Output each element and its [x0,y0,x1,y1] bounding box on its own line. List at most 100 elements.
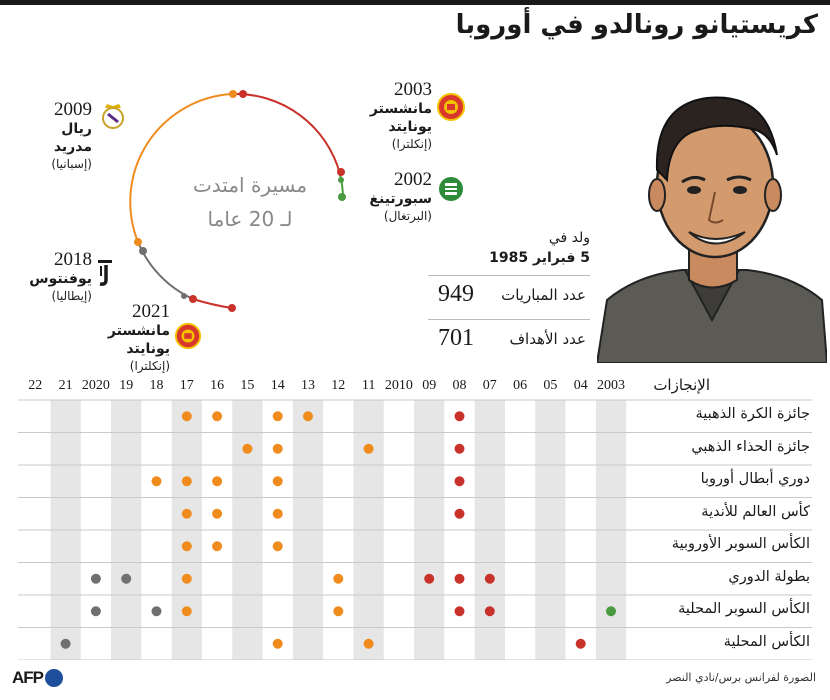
club-label-2009: 2009 ريال مدريد (إسبانيا) [51,100,92,172]
achievement-dot [272,638,283,649]
afp-logo: AFP [12,668,63,688]
arc-dot-2003 [337,168,345,176]
birth-info: ولد في 5 فبراير 1985 [489,228,590,268]
year-header: 16 [210,378,225,393]
achievement-dot [484,573,495,584]
achievement-dot [272,508,283,519]
afp-dot-icon [45,669,63,687]
club-year: 2003 [394,79,432,100]
achievement-dot [90,606,101,617]
club-country: (البرتغال) [383,209,432,223]
arc-manutd-segment [231,92,341,175]
arc-dot-2009 [229,90,237,98]
year-header: 05 [543,378,558,393]
juventus-crest-icon [95,258,115,288]
club-year: 2018 [54,249,92,270]
achievement-dot [575,638,586,649]
year-header: 2003 [597,378,625,393]
achievement-dot [454,606,465,617]
man-utd-crest-icon [174,322,202,350]
arc-caption: مسيرة امتدت لـ 20 عاما [150,168,350,236]
real-madrid-crest-icon [99,100,127,130]
year-header: 2020 [81,378,110,393]
year-header: 07 [482,378,497,393]
born-label: ولد في [548,230,590,246]
achievement-dot [454,573,465,584]
year-header: 18 [149,378,164,393]
achievement-dot [363,638,374,649]
arc-dot-real-end [134,238,142,246]
stat-value: 949 [438,281,474,307]
club-name: سبورتينغ [369,191,432,207]
achievement-dot [272,411,283,422]
club-country: (إيطاليا) [51,289,92,303]
club-name: مانشستر يونايتد [369,101,432,135]
achievement-dot [272,476,283,487]
afp-logo-text: AFP [12,668,44,687]
stat-matches: عدد المباريات 949 [428,275,590,316]
achievement-dot [454,411,465,422]
club-label-2021: 2021 مانشستر يونايتد (إنكلترا) [100,302,170,374]
achievement-row-label: الكأس السوبر الأوروبية [671,536,810,552]
achievement-dot [151,606,162,617]
achievement-dot [242,443,253,454]
year-header: 13 [301,378,315,393]
arc-dot-juve-end [181,293,187,299]
club-year: 2021 [132,301,170,322]
achievement-dot [454,476,465,487]
achievement-dot [212,476,223,487]
club-name: يوفنتوس [29,271,92,287]
club-label-2002: 2002 سبورتينغ (البرتغال) [369,170,432,224]
arc-dot-sporting-end [338,177,344,183]
achievement-dot [181,606,192,617]
achievement-dot [60,638,71,649]
achievement-row-label: جائزة الحذاء الذهبي [691,438,810,455]
achievement-dot [272,541,283,552]
year-header: 06 [513,378,528,393]
achievement-dot [454,508,465,519]
year-header: 14 [270,378,285,393]
achievements-grid [18,399,812,660]
achievement-dot [181,476,192,487]
club-name: مانشستر يونايتد [107,323,170,357]
club-year: 2002 [394,169,432,190]
year-header: 17 [179,378,194,393]
achievement-dot [424,573,435,584]
arc-dot-2002 [338,193,346,201]
achievement-dot [181,411,192,422]
achievement-dot [484,606,495,617]
year-header: 2010 [384,378,413,393]
arc-dot-2018 [139,247,147,255]
year-header: 19 [119,378,134,393]
career-arc [129,90,346,312]
achievements-header: الإنجازات [653,376,710,394]
man-utd-crest-icon [436,92,466,122]
club-label-2018: 2018 يوفنتوس (إيطاليا) [29,250,92,304]
club-label-2003: 2003 مانشستر يونايتد (إنكلترا) [362,80,432,152]
achievement-dot [272,443,283,454]
achievement-dot [151,476,162,487]
achievement-dot [212,508,223,519]
year-header: 21 [58,378,73,393]
stat-label: عدد المباريات [501,286,586,304]
born-date: 5 فبراير 1985 [489,250,590,266]
stat-label: عدد الأهداف [509,330,587,348]
stat-value: 701 [438,325,474,351]
year-header: 04 [573,378,588,393]
achievement-dot [606,606,616,617]
achievement-dot [181,573,192,584]
arc-dot-manutd-end [239,90,247,98]
achievement-dot [454,443,465,454]
achievement-row-label: جائزة الكرة الذهبية [695,406,810,422]
page-title: كريستيانو رونالدو في أوروبا [455,10,818,40]
arc-real-segment [129,93,233,243]
year-header: 12 [331,378,346,393]
arc-dot-end [228,304,236,312]
achievement-row-label: كأس العالم للأندية [701,503,810,520]
achievement-row-label: الكأس المحلية [723,633,810,650]
achievement-dot [181,541,192,552]
club-country: (إسبانيا) [51,157,92,171]
achievement-row-label: الكأس السوبر المحلية [678,601,810,617]
sporting-crest-icon [437,175,465,203]
achievement-dot [212,411,223,422]
